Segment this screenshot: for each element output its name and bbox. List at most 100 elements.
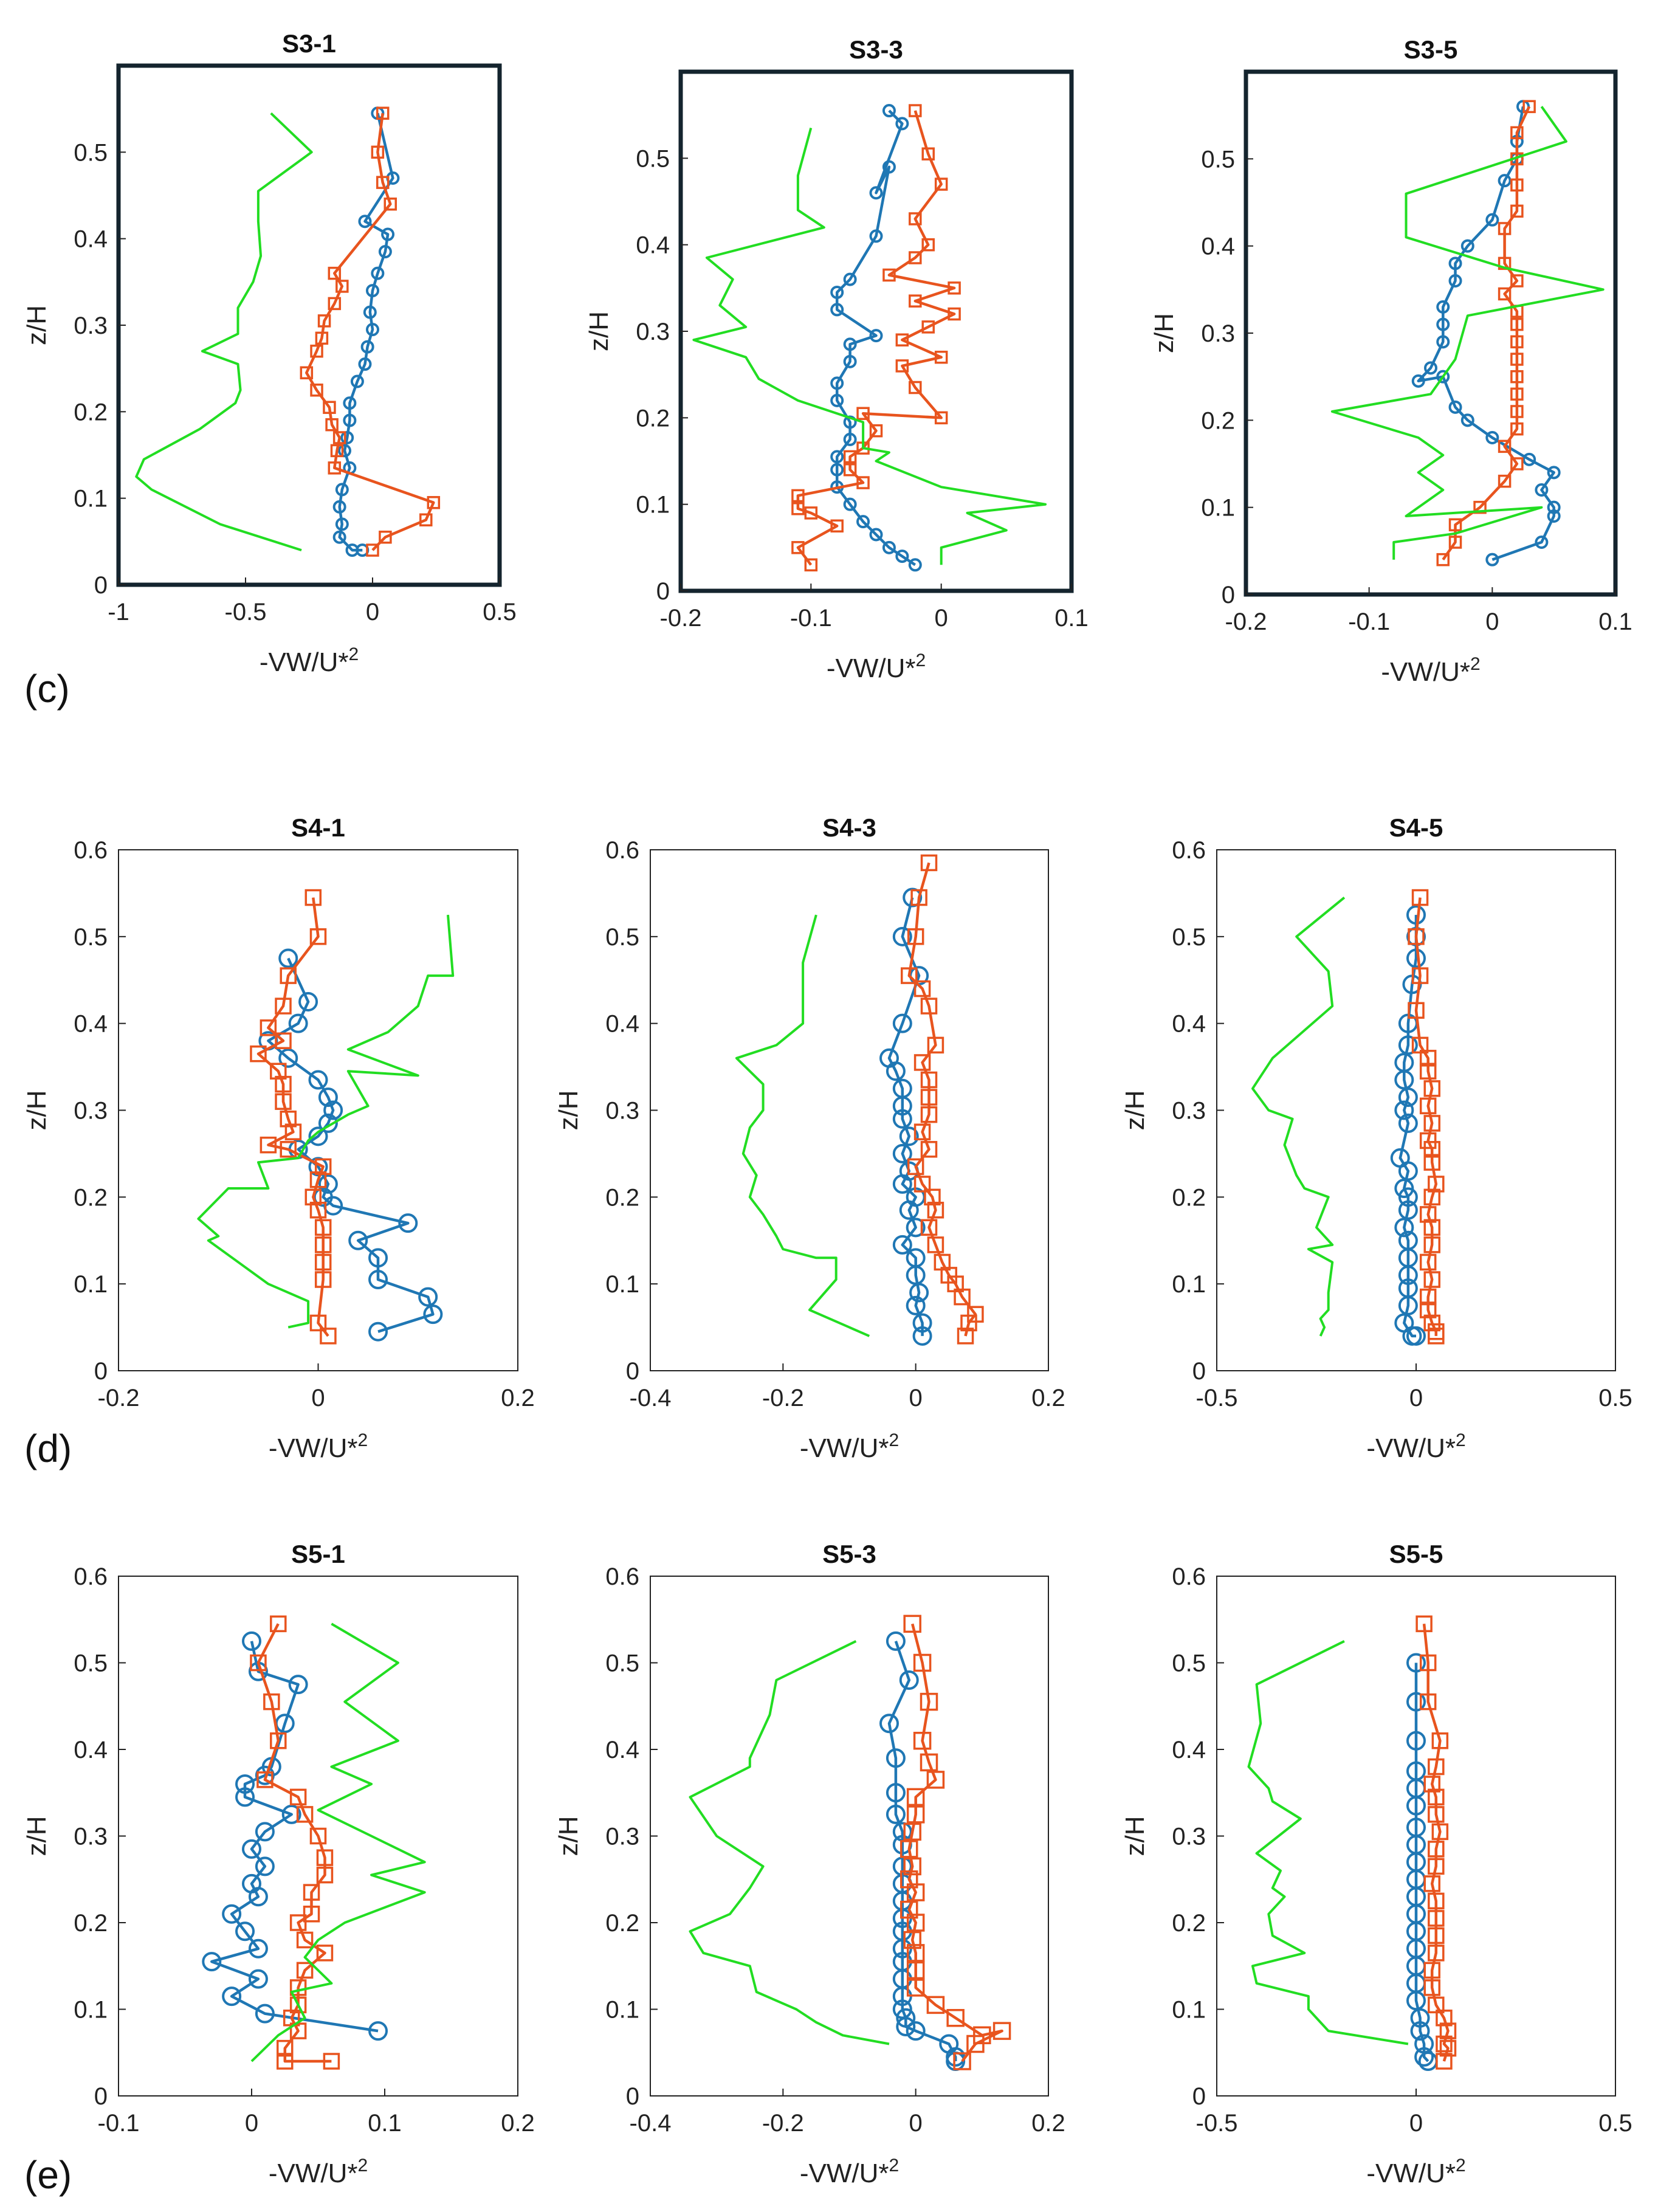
blue-series-point [1535, 536, 1549, 549]
blue-series-point [892, 1109, 912, 1129]
blue-series-point [366, 284, 379, 298]
blue-series-point [1547, 466, 1561, 480]
orange-series-point [300, 366, 314, 380]
blue-series-point [1436, 300, 1450, 314]
blue-series-point [318, 1113, 338, 1133]
chart-title: S4-1 [291, 813, 345, 842]
orange-series-point [926, 1996, 945, 2014]
orange-series-point [317, 314, 331, 328]
orange-series-point [1408, 928, 1425, 945]
x-axis-label-exponent: 2 [915, 650, 926, 670]
orange-series-point [1423, 1188, 1440, 1206]
y-tick-label: 0.4 [74, 226, 108, 253]
blue-series-point [1398, 1187, 1418, 1207]
orange-series-point [309, 1171, 327, 1188]
blue-series-point [1436, 370, 1450, 384]
orange-series-point [948, 307, 961, 321]
blue-series-point [381, 227, 395, 241]
blue-series-point [892, 1096, 912, 1116]
blue-series-point [899, 1126, 919, 1146]
orange-series-point [277, 2039, 294, 2057]
y-tick-label: 0.2 [605, 1910, 639, 1937]
orange-series-point [330, 444, 344, 458]
blue-series-point [1406, 1796, 1426, 1816]
blue-series-point [368, 1321, 388, 1342]
y-tick-label: 0.5 [605, 1650, 639, 1677]
y-axis-label: z/H [554, 1816, 583, 1856]
blue-series-point [348, 1230, 368, 1250]
orange-series-point [856, 476, 870, 489]
orange-series-point [901, 967, 918, 984]
orange-series-point [309, 1827, 327, 1845]
x-tick-label: -0.2 [762, 1385, 804, 1411]
blue-series-point [830, 450, 844, 464]
x-axis-label: -VW/U*2 [269, 2155, 368, 2188]
chart-title: S5-1 [291, 1540, 345, 1568]
y-tick-label: 0.1 [74, 486, 108, 512]
orange-series-point [376, 176, 390, 189]
blue-series-point [363, 305, 377, 319]
blue-series-point [906, 1218, 926, 1238]
x-axis-label-exponent: 2 [357, 1430, 368, 1450]
x-tick-label: -0.4 [630, 2110, 672, 2137]
orange-series-point [920, 1106, 938, 1123]
orange-series-point [1510, 405, 1524, 418]
orange-series-point [954, 1288, 971, 1306]
x-axis-label-exponent: 2 [1470, 654, 1481, 674]
y-tick-label: 0.4 [1172, 1737, 1206, 1763]
blue-series-point [882, 540, 896, 554]
blue-series-point [1394, 1100, 1414, 1120]
orange-series-point [791, 502, 805, 515]
x-tick-label: 0.2 [501, 1385, 535, 1411]
y-tick-label: 0 [626, 2083, 639, 2110]
y-tick-label: 0.2 [74, 1910, 108, 1937]
orange-series-point [1439, 2039, 1457, 2057]
blue-series-point [368, 1248, 388, 1268]
blue-series-point [202, 1952, 222, 1972]
blue-series-point [830, 463, 844, 477]
blue-series-point [235, 1787, 255, 1807]
x-axis-label: -VW/U*2 [260, 644, 359, 677]
orange-series-point [1498, 474, 1512, 488]
x-tick-label: -0.5 [1196, 1385, 1238, 1411]
blue-series-point [332, 500, 346, 514]
orange-series-point [927, 1236, 944, 1253]
orange-series-point [275, 1075, 292, 1093]
blue-series-point [892, 1174, 912, 1194]
green-series-line [689, 1640, 890, 2045]
orange-series-point [314, 1158, 332, 1176]
orange-series-point [384, 197, 397, 211]
orange-series-point [913, 1054, 931, 1071]
y-tick-label: 0.5 [74, 924, 108, 951]
blue-series-point [318, 1174, 338, 1194]
orange-series-point [913, 1653, 932, 1672]
blue-series-point [895, 550, 909, 563]
orange-series-point [1522, 100, 1536, 114]
y-tick-label: 0.3 [1172, 1098, 1206, 1125]
orange-series-point [1423, 1080, 1440, 1097]
orange-series-point [280, 967, 297, 984]
x-tick-label: -0.1 [98, 2110, 140, 2137]
orange-series-point [1419, 1693, 1437, 1711]
blue-series-point [318, 1087, 338, 1108]
blue-series-point [222, 1904, 242, 1924]
orange-series-point [791, 541, 805, 554]
y-tick-label: 0 [1222, 582, 1235, 608]
orange-series-point [1419, 1132, 1437, 1149]
blue-series-point [830, 303, 844, 317]
orange-series-point [284, 1123, 302, 1140]
blue-series-point [235, 1921, 255, 1942]
orange-series-point [909, 212, 922, 226]
orange-series-point [260, 1019, 277, 1036]
y-tick-label: 0.4 [74, 1011, 108, 1038]
blue-series-point [896, 2017, 916, 2036]
y-axis-label: z/H [554, 1090, 583, 1131]
blue-series-line [1398, 915, 1418, 1338]
orange-series-point [328, 461, 342, 475]
orange-series-point [907, 1158, 924, 1176]
blue-series-point [343, 396, 357, 410]
x-axis-label: -VW/U*2 [1366, 1430, 1465, 1463]
orange-series-point [934, 177, 948, 191]
orange-series-line [256, 1623, 332, 2063]
orange-series-point [1510, 274, 1524, 288]
